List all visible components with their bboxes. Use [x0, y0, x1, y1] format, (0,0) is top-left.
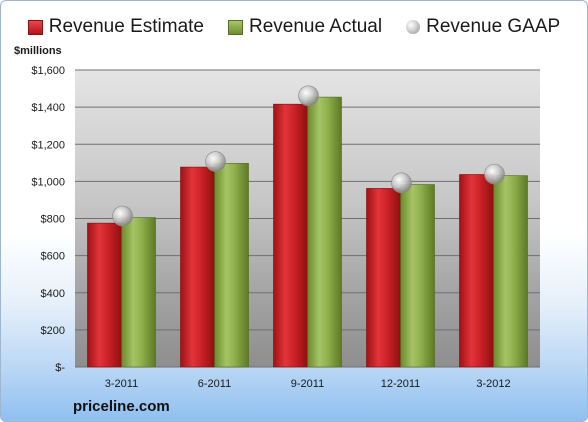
legend-swatch-actual: [228, 19, 243, 35]
y-tick-label: $1,600: [31, 65, 65, 77]
bar-revenue-actual: [121, 217, 156, 368]
y-tick-label: $1,200: [31, 139, 65, 151]
marker-revenue-gaap: [205, 151, 226, 172]
x-tick-label: 3-2012: [476, 378, 510, 390]
bar-revenue-actual: [400, 184, 435, 368]
y-tick-label: $200: [41, 325, 65, 337]
bar-revenue-estimate: [87, 222, 122, 368]
legend-label-gaap: Revenue GAAP: [426, 16, 561, 37]
y-tick-label: $400: [41, 288, 65, 300]
marker-revenue-gaap: [391, 172, 412, 194]
y-tick-label: $800: [41, 214, 65, 226]
bar-revenue-actual: [307, 96, 342, 368]
y-tick-label: $1,000: [31, 176, 65, 188]
x-tick-label: 12-2011: [381, 378, 421, 390]
x-tick-label: 3-2011: [105, 378, 138, 390]
x-tick-label: 9-2011: [291, 378, 324, 390]
y-axis-label: $millions: [14, 45, 62, 57]
bar-revenue-actual: [493, 175, 528, 368]
legend-item-gaap: Revenue GAAP: [406, 16, 560, 38]
bar-revenue-estimate: [366, 188, 401, 368]
y-tick-label: $1,400: [31, 102, 65, 114]
legend-label-estimate: Revenue Estimate: [48, 16, 204, 37]
marker-revenue-gaap: [484, 163, 505, 185]
bar-revenue-estimate: [180, 166, 215, 368]
legend-swatch-estimate: [27, 19, 43, 35]
legend-marker-gaap: [406, 20, 421, 34]
y-tick-label: $-: [55, 362, 65, 374]
legend-label-actual: Revenue Actual: [249, 16, 383, 37]
y-tick-label: $600: [41, 251, 65, 263]
legend: Revenue Estimate Revenue Actual Revenue …: [1, 16, 587, 38]
source-label: priceline.com: [73, 398, 170, 415]
marker-revenue-gaap: [112, 205, 133, 227]
marker-revenue-gaap: [298, 85, 319, 107]
bar-revenue-actual: [214, 163, 249, 368]
x-tick-label: 6-2011: [198, 378, 231, 390]
legend-item-actual: Revenue Actual: [228, 16, 382, 38]
bar-revenue-estimate: [273, 103, 308, 368]
bar-revenue-estimate: [459, 174, 494, 368]
legend-item-estimate: Revenue Estimate: [27, 16, 204, 38]
